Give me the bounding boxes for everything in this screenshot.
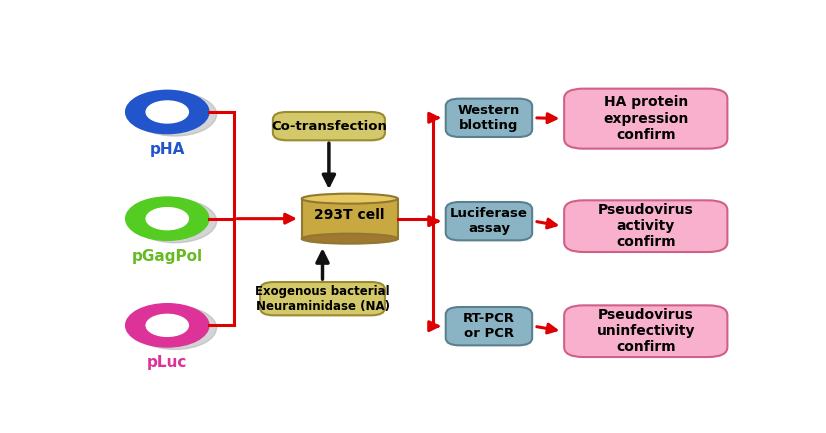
Text: Pseudovirus
activity
confirm: Pseudovirus activity confirm: [598, 203, 694, 249]
Circle shape: [133, 306, 216, 349]
Circle shape: [126, 197, 209, 240]
Circle shape: [146, 208, 188, 229]
Text: pGagPol: pGagPol: [131, 249, 203, 264]
Circle shape: [133, 199, 216, 243]
Text: RT-PCR
or PCR: RT-PCR or PCR: [463, 312, 515, 340]
Ellipse shape: [301, 194, 398, 204]
FancyBboxPatch shape: [564, 89, 728, 149]
Circle shape: [146, 101, 188, 123]
Bar: [301, 199, 398, 239]
Circle shape: [126, 304, 209, 347]
FancyBboxPatch shape: [260, 282, 385, 315]
Text: Luciferase
assay: Luciferase assay: [450, 207, 528, 235]
Circle shape: [133, 93, 216, 136]
FancyBboxPatch shape: [273, 112, 385, 140]
Text: Co-transfection: Co-transfection: [271, 120, 387, 132]
Ellipse shape: [301, 234, 398, 244]
Circle shape: [126, 90, 209, 134]
Text: Pseudovirus
uninfectivity
confirm: Pseudovirus uninfectivity confirm: [596, 308, 695, 354]
FancyBboxPatch shape: [564, 305, 728, 357]
Text: pHA: pHA: [150, 142, 185, 157]
FancyBboxPatch shape: [564, 200, 728, 252]
Text: 293T cell: 293T cell: [315, 208, 385, 222]
Text: HA protein
expression
confirm: HA protein expression confirm: [603, 95, 688, 142]
Text: pLuc: pLuc: [147, 355, 188, 370]
FancyBboxPatch shape: [446, 202, 532, 240]
FancyBboxPatch shape: [446, 99, 532, 137]
Circle shape: [146, 314, 188, 336]
FancyBboxPatch shape: [446, 307, 532, 346]
Text: Western
blotting: Western blotting: [458, 104, 520, 132]
Text: Exogenous bacterial
Neuraminidase (NA): Exogenous bacterial Neuraminidase (NA): [255, 284, 390, 313]
